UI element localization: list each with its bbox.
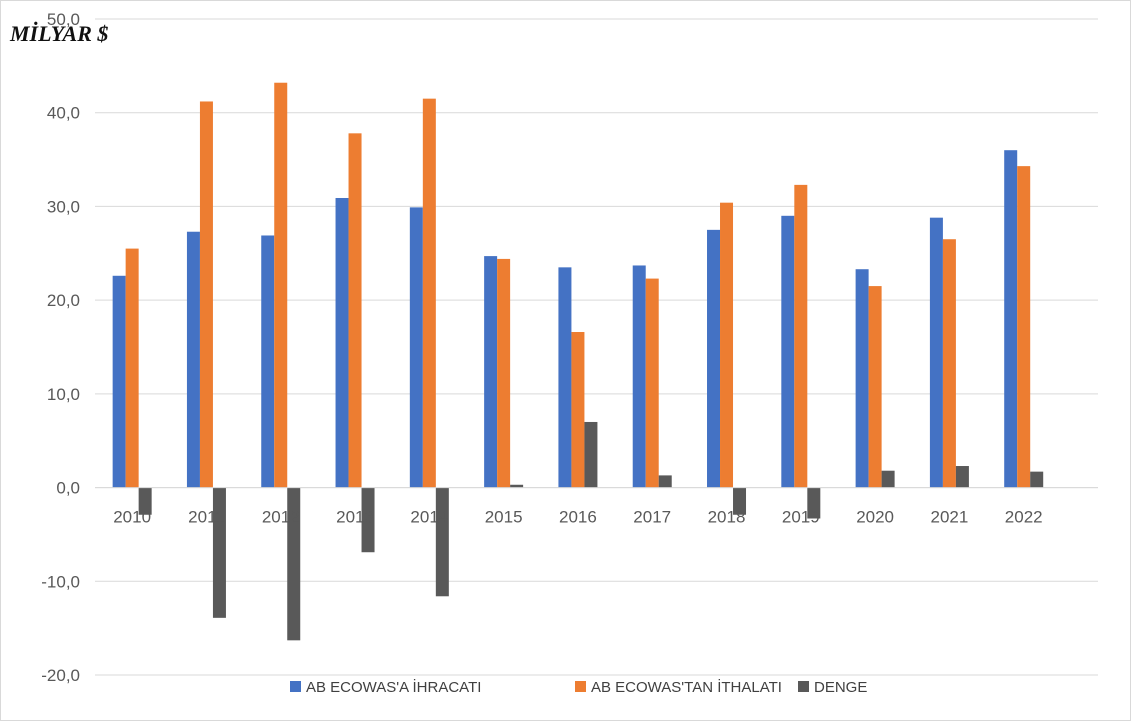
x-tick-label: 2012 xyxy=(262,508,300,527)
y-tick-label: 10,0 xyxy=(47,385,80,404)
legend-label: DENGE xyxy=(814,679,867,696)
x-tick-label: 2022 xyxy=(1005,508,1043,527)
bar xyxy=(807,487,821,519)
y-tick-label: 40,0 xyxy=(47,104,80,123)
bar xyxy=(658,475,672,488)
bar xyxy=(138,487,152,515)
y-axis-label: MİLYAR $ xyxy=(9,21,108,46)
bar xyxy=(435,487,449,597)
bar xyxy=(558,267,572,488)
bar xyxy=(409,207,423,488)
y-axis-ticks: -20,0 -10,0 0,0 10,0 20,0 30,0 40,0 50,0 xyxy=(41,10,80,685)
legend-label: AB ECOWAS'A İHRACATI xyxy=(306,678,481,696)
y-tick-label: -10,0 xyxy=(41,572,80,591)
bar xyxy=(645,278,659,488)
x-tick-label: 2013 xyxy=(336,508,374,527)
bar xyxy=(422,98,436,488)
bar xyxy=(199,101,213,488)
bar xyxy=(868,286,882,488)
bar xyxy=(261,235,275,488)
bar xyxy=(707,229,721,488)
bar xyxy=(571,332,585,488)
x-tick-label: 2015 xyxy=(485,508,523,527)
bar xyxy=(955,466,969,488)
y-tick-label: 30,0 xyxy=(47,197,80,216)
bar xyxy=(186,231,200,488)
x-tick-label: 2016 xyxy=(559,508,597,527)
bar xyxy=(1004,150,1018,488)
x-tick-label: 2014 xyxy=(410,508,448,527)
legend-label: AB ECOWAS'TAN İTHALATI xyxy=(591,678,782,696)
bar xyxy=(497,258,511,488)
bar xyxy=(510,484,524,488)
x-tick-label: 2020 xyxy=(856,508,894,527)
x-tick-label: 2018 xyxy=(708,508,746,527)
bar xyxy=(212,487,226,618)
x-tick-label: 2011 xyxy=(188,508,225,527)
bar xyxy=(287,487,301,641)
bar xyxy=(484,256,498,488)
bar xyxy=(929,217,943,488)
y-tick-label: 50,0 xyxy=(47,10,80,29)
legend-swatch xyxy=(575,681,586,692)
bar xyxy=(335,197,349,488)
bar xyxy=(1030,471,1044,488)
bar xyxy=(632,265,646,488)
bar xyxy=(720,202,734,488)
bar xyxy=(274,82,288,488)
y-tick-label: -20,0 xyxy=(41,666,80,685)
bar xyxy=(794,184,808,488)
bar xyxy=(348,133,362,488)
bars xyxy=(95,82,1098,641)
bar xyxy=(733,487,747,515)
bar xyxy=(781,215,795,488)
x-axis-ticks: 2010 2011 2012 2013 2014 2015 2016 2017 2018 2019… xyxy=(113,508,1042,527)
bar xyxy=(584,421,598,488)
bar xyxy=(1017,166,1031,488)
x-tick-label: 2017 xyxy=(633,508,671,527)
legend-swatch xyxy=(290,681,301,692)
y-tick-label: 0,0 xyxy=(56,479,80,498)
bar xyxy=(855,269,869,488)
legend-swatch xyxy=(798,681,809,692)
x-tick-label: 2021 xyxy=(930,508,968,527)
bar xyxy=(112,275,126,488)
bar xyxy=(881,470,895,488)
bar xyxy=(125,248,139,488)
x-tick-label: 2019 xyxy=(782,508,820,527)
bar xyxy=(361,487,375,553)
bar xyxy=(942,239,956,488)
legend: AB ECOWAS'A İHRACATI AB ECOWAS'TAN İTHALA… xyxy=(290,678,867,696)
y-tick-label: 20,0 xyxy=(47,291,80,310)
x-tick-label: 2010 xyxy=(113,508,151,527)
